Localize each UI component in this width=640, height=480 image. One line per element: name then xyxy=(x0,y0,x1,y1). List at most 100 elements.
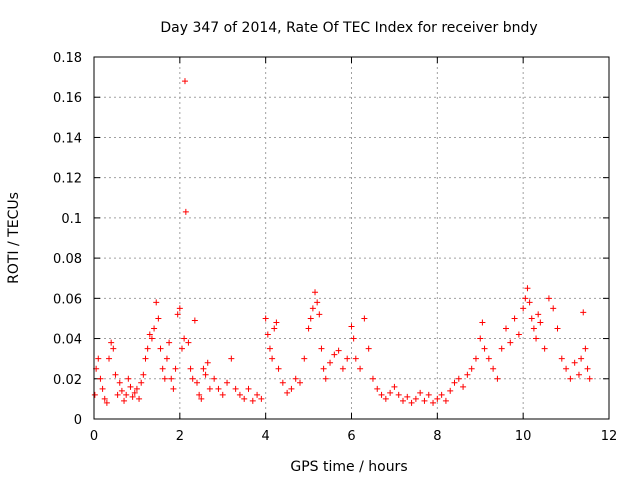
data-point xyxy=(161,375,168,382)
data-point xyxy=(241,395,248,402)
data-point xyxy=(408,399,415,406)
data-point xyxy=(305,325,312,332)
data-point xyxy=(442,397,449,404)
data-point xyxy=(365,345,372,352)
data-point xyxy=(425,391,432,398)
data-point xyxy=(490,365,497,372)
data-point xyxy=(172,365,179,372)
data-point xyxy=(350,335,357,342)
data-point xyxy=(339,365,346,372)
data-point xyxy=(481,345,488,352)
data-point xyxy=(503,325,509,332)
data-point xyxy=(522,295,529,302)
data-point xyxy=(322,375,329,382)
data-point xyxy=(170,385,177,392)
data-point xyxy=(541,345,548,352)
data-point xyxy=(297,379,303,386)
data-point xyxy=(106,355,113,362)
data-point xyxy=(312,289,319,296)
data-point xyxy=(178,345,185,352)
data-point xyxy=(189,375,196,382)
data-point xyxy=(400,397,406,404)
data-point xyxy=(254,391,261,398)
data-point xyxy=(129,393,136,400)
data-point xyxy=(91,391,98,398)
data-point xyxy=(269,355,276,362)
y-tick-label: 0.16 xyxy=(53,91,82,106)
data-point xyxy=(275,365,282,372)
data-point xyxy=(116,379,123,386)
data-point xyxy=(191,317,198,324)
data-point xyxy=(554,325,561,332)
data-point xyxy=(485,355,492,362)
y-tick-label: 0.02 xyxy=(53,373,82,388)
data-points xyxy=(91,78,593,406)
data-point xyxy=(157,345,164,352)
data-point xyxy=(198,395,205,402)
data-point xyxy=(584,365,591,372)
data-point xyxy=(273,319,280,326)
data-point xyxy=(344,355,351,362)
data-point xyxy=(224,379,231,386)
data-point xyxy=(211,375,218,382)
data-point xyxy=(264,331,271,338)
data-point xyxy=(575,371,582,378)
data-point xyxy=(530,325,537,332)
data-point xyxy=(464,371,471,378)
data-point xyxy=(176,305,183,312)
data-point xyxy=(468,365,475,372)
data-point xyxy=(316,311,323,318)
data-point xyxy=(266,345,273,352)
data-point xyxy=(524,285,531,292)
data-point xyxy=(204,359,211,366)
data-point xyxy=(121,397,128,404)
data-point xyxy=(131,389,138,396)
x-tick-label: 6 xyxy=(347,429,355,444)
data-point xyxy=(292,375,299,382)
y-tick-label: 0.12 xyxy=(53,172,82,187)
data-point xyxy=(284,389,291,396)
y-tick-label: 0 xyxy=(74,413,82,428)
data-point xyxy=(182,208,189,215)
x-tick-label: 10 xyxy=(515,429,532,444)
data-point xyxy=(258,395,265,402)
data-point xyxy=(112,371,119,378)
data-point xyxy=(309,305,316,312)
data-point xyxy=(166,339,173,346)
data-point xyxy=(447,387,454,394)
data-point xyxy=(138,379,145,386)
x-tick-label: 4 xyxy=(262,429,270,444)
data-point xyxy=(245,385,252,392)
data-point xyxy=(136,395,143,402)
data-point xyxy=(320,365,327,372)
data-point xyxy=(151,325,158,332)
data-point xyxy=(455,375,462,382)
data-point xyxy=(127,383,134,390)
data-point xyxy=(279,379,286,386)
data-point xyxy=(249,397,256,404)
data-point xyxy=(163,355,170,362)
data-point xyxy=(153,299,160,306)
plot-frame xyxy=(93,56,610,420)
data-point xyxy=(451,379,458,386)
data-point xyxy=(307,315,314,322)
data-point xyxy=(155,315,162,322)
data-point xyxy=(95,355,102,362)
data-point xyxy=(236,391,243,398)
data-point xyxy=(99,385,106,392)
data-point xyxy=(232,385,239,392)
data-point xyxy=(146,331,153,338)
grid-layer xyxy=(94,57,609,419)
data-point xyxy=(123,391,130,398)
data-point xyxy=(558,355,565,362)
data-point xyxy=(110,345,117,352)
data-point xyxy=(118,387,125,394)
data-point xyxy=(262,315,269,322)
data-point xyxy=(507,339,514,346)
data-point xyxy=(378,391,385,398)
data-point xyxy=(168,375,175,382)
data-point xyxy=(174,311,181,318)
data-point xyxy=(567,375,574,382)
data-point xyxy=(200,365,207,372)
